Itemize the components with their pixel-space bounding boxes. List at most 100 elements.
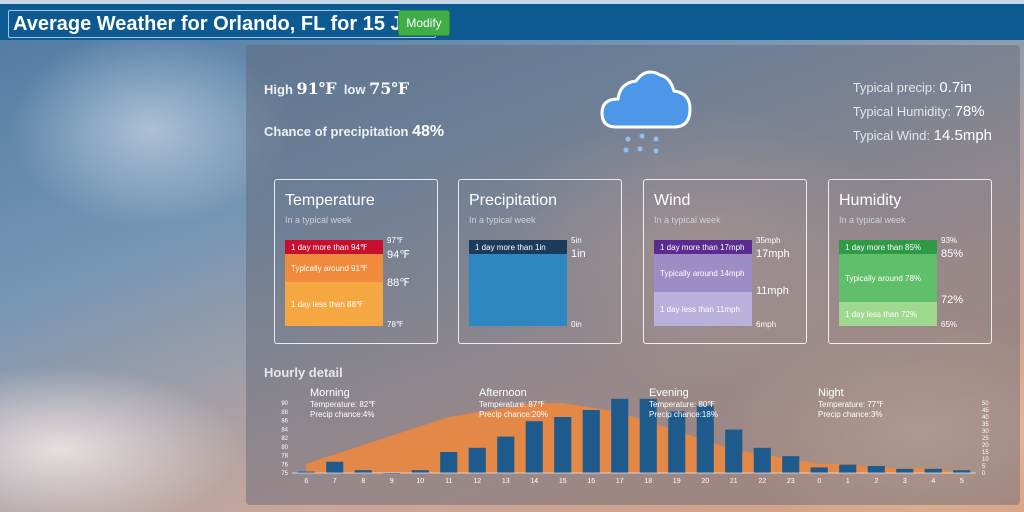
wind-tick-upper: 17mph	[756, 248, 790, 260]
hour-tick-label: 11	[445, 478, 452, 485]
temperature-card-title: Temperature	[285, 192, 375, 209]
modify-button[interactable]: Modify	[398, 10, 450, 36]
hour-tick-label: 17	[616, 478, 624, 485]
hour-tick-label: 16	[587, 478, 595, 485]
right-axis-tick: 15	[982, 450, 989, 456]
temperature-seg-bot: 1 day less than 88℉	[285, 282, 383, 326]
hourly-precip-bar	[696, 405, 714, 473]
humidity-tick-upper: 85%	[941, 248, 964, 260]
hourly-precip-bar	[725, 429, 743, 473]
right-axis-tick: 35	[982, 422, 989, 428]
low-value: 75℉	[369, 79, 410, 98]
hour-tick-label: 10	[416, 478, 424, 485]
right-axis-tick: 25	[982, 436, 989, 442]
hour-tick-label: 22	[758, 478, 766, 485]
left-axis-tick: 86	[281, 419, 288, 425]
page-title: Average Weather for Orlando, FL for 15 J…	[8, 10, 436, 38]
hourly-precip-bar	[924, 468, 942, 473]
humidity-seg-bot: 1 day less than 72%	[839, 302, 937, 326]
left-axis-tick: 90	[281, 401, 288, 407]
weather-panel: High 91℉ low 75℉ Chance of precipitation…	[246, 45, 1020, 505]
left-axis-tick: 82	[281, 436, 288, 442]
left-axis-tick: 84	[281, 427, 288, 433]
hourly-precip-bar	[497, 436, 515, 473]
period-night-name: Night	[818, 387, 844, 399]
hour-tick-label: 23	[787, 478, 795, 485]
hour-tick-label: 14	[530, 478, 538, 485]
period-afternoon-precip: Precip chance:20%	[479, 410, 548, 419]
hour-tick-label: 1	[846, 478, 850, 485]
right-axis-tick: 30	[982, 429, 989, 435]
hourly-precip-bar	[297, 471, 315, 473]
precipitation-card-subtitle: In a typical week	[469, 215, 536, 225]
period-evening: Evening Temperature: 80℉ Precip chance:1…	[649, 387, 718, 420]
precip-chance-value: 48%	[412, 123, 445, 140]
low-label: low	[343, 82, 366, 97]
period-evening-temp: Temperature: 80℉	[649, 400, 715, 409]
hour-tick-label: 19	[673, 478, 681, 485]
hourly-precip-bar	[354, 470, 372, 473]
period-morning: Morning Temperature: 82℉ Precip chance:4…	[310, 387, 376, 420]
wind-seg-mid: Typically around 14mph	[654, 254, 752, 292]
hour-tick-label: 8	[361, 478, 365, 485]
right-axis-tick: 40	[982, 415, 989, 421]
hourly-precip-bar	[782, 456, 800, 473]
humidity-seg-top: 1 day more than 85%	[839, 240, 937, 254]
typical-precip: Typical precip: 0.7in	[853, 79, 992, 103]
hourly-precip-bar	[668, 411, 686, 473]
hourly-precip-bar	[611, 398, 629, 473]
period-afternoon: Afternoon Temperature: 87℉ Precip chance…	[479, 387, 548, 420]
wind-seg-bot: 1 day less than 11mph	[654, 292, 752, 326]
right-axis-tick: 10	[982, 457, 989, 463]
typical-wind-label: Typical Wind:	[852, 128, 930, 143]
humidity-card-subtitle: In a typical week	[839, 215, 906, 225]
left-axis-tick: 88	[281, 410, 288, 416]
left-axis-tick: 80	[281, 445, 288, 451]
wind-card[interactable]: Wind In a typical week 1 day more than 1…	[643, 179, 807, 344]
wind-bar: 1 day more than 17mph Typically around 1…	[654, 240, 752, 326]
period-afternoon-temp: Temperature: 87℉	[479, 400, 545, 409]
hourly-precip-bar	[867, 466, 885, 473]
hour-tick-label: 2	[874, 478, 878, 485]
hour-tick-label: 9	[390, 478, 394, 485]
hour-tick-label: 18	[644, 478, 652, 485]
wind-tick-lower: 11mph	[756, 285, 789, 297]
precipitation-seg-main	[469, 254, 567, 326]
humidity-tick-max: 93%	[941, 236, 958, 245]
typical-precip-value: 0.7in	[939, 79, 972, 96]
wind-seg-top: 1 day more than 17mph	[654, 240, 752, 254]
humidity-bar: 1 day more than 85% Typically around 78%…	[839, 240, 937, 326]
humidity-card[interactable]: Humidity In a typical week 1 day more th…	[828, 179, 992, 344]
temperature-seg-top: 1 day more than 94℉	[285, 240, 383, 254]
humidity-seg-mid: Typically around 78%	[839, 254, 937, 302]
hour-tick-label: 4	[931, 478, 935, 485]
typical-wind-value: 14.5mph	[933, 127, 992, 144]
high-label: High	[264, 82, 293, 97]
hourly-precip-bar	[525, 421, 543, 473]
summary-left: High 91℉ low 75℉ Chance of precipitation…	[264, 79, 444, 140]
hourly-precip-bar	[896, 468, 914, 473]
hourly-precip-bar	[839, 464, 857, 473]
right-axis-tick: 0	[982, 471, 986, 477]
wind-tick-max: 35mph	[756, 236, 781, 245]
period-afternoon-name: Afternoon	[479, 387, 527, 399]
period-evening-name: Evening	[649, 387, 689, 399]
hourly-chart: 6 7 8 9 10 11 12 13 14 15 16 17 18 19 20 21 22 23 0 1 2 3 4 550…	[281, 398, 989, 485]
temperature-card[interactable]: Temperature In a typical week 1 day more…	[274, 179, 438, 344]
precipitation-card[interactable]: Precipitation In a typical week 1 day mo…	[458, 179, 622, 344]
top-bar: Average Weather for Orlando, FL for 15 J…	[0, 0, 1024, 40]
left-axis-tick: 75	[281, 471, 288, 477]
summary-right: Typical precip: 0.7in Typical Humidity: …	[853, 79, 992, 151]
hourly-precip-bar	[411, 470, 429, 473]
high-low: High 91℉ low 75℉	[264, 79, 409, 98]
humidity-tick-lower: 72%	[941, 294, 964, 306]
hourly-precip-bar	[440, 452, 458, 473]
period-night: Night Temperature: 77℉ Precip chance:3%	[818, 387, 884, 420]
left-axis-tick: 78	[281, 454, 288, 460]
precipitation-bar: 1 day more than 1in	[469, 240, 567, 326]
left-axis-tick: 76	[281, 462, 288, 468]
temperature-tick-upper: 94℉	[387, 249, 410, 261]
right-axis-tick: 20	[982, 443, 989, 449]
hour-tick-label: 3	[903, 478, 907, 485]
right-axis-tick: 50	[982, 401, 989, 407]
